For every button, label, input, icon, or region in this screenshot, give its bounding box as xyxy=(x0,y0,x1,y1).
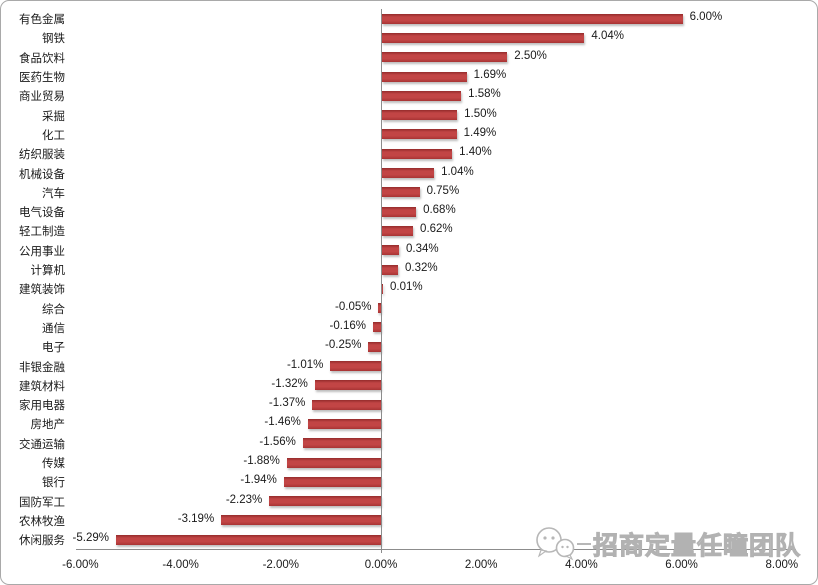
category-label: 综合 xyxy=(42,303,65,316)
category-label: 化工 xyxy=(42,129,65,142)
bar-银行 xyxy=(283,476,381,487)
category-label: 国防军工 xyxy=(19,496,65,509)
x-tick-label: 2.00% xyxy=(464,559,498,571)
value-label: 1.40% xyxy=(459,146,492,159)
bar-机械设备 xyxy=(382,168,435,179)
value-label: 2.50% xyxy=(514,49,547,62)
category-label: 交通运输 xyxy=(19,438,65,451)
value-label: 0.01% xyxy=(390,281,423,294)
x-tick-label: -6.00% xyxy=(62,559,99,571)
zero-axis-line xyxy=(381,9,382,553)
value-label: 1.04% xyxy=(441,165,474,178)
bar-电子 xyxy=(368,341,381,352)
category-label: 银行 xyxy=(42,477,65,490)
category-label: 食品饮料 xyxy=(19,52,65,65)
x-tick-label: -4.00% xyxy=(162,559,199,571)
x-axis-line xyxy=(76,549,796,550)
watermark-dash xyxy=(576,543,591,545)
value-label: 0.32% xyxy=(405,262,438,275)
bar-计算机 xyxy=(382,264,399,275)
bar-非银金融 xyxy=(330,361,381,372)
value-label: -3.19% xyxy=(177,512,215,525)
value-label: 1.69% xyxy=(473,69,507,82)
category-label: 机械设备 xyxy=(19,168,65,181)
category-label: 传媒 xyxy=(42,458,65,471)
bar-有色金属 xyxy=(382,13,683,24)
value-label: 1.50% xyxy=(464,107,497,120)
category-label: 休闲服务 xyxy=(19,535,65,548)
bar-建筑装饰 xyxy=(382,283,383,294)
value-label: 0.75% xyxy=(426,184,460,197)
category-label: 房地产 xyxy=(30,419,66,432)
value-label: 0.68% xyxy=(423,204,456,217)
value-label: 1.58% xyxy=(468,88,501,101)
bar-国防军工 xyxy=(269,496,381,507)
value-label: 1.49% xyxy=(463,126,497,139)
bar-公用事业 xyxy=(382,245,400,256)
value-label: -1.01% xyxy=(286,358,324,371)
value-label: 0.34% xyxy=(406,242,439,255)
value-label: -1.56% xyxy=(259,435,296,448)
bar-采掘 xyxy=(382,110,458,121)
category-label: 纺织服装 xyxy=(19,149,65,162)
category-label: 有色金属 xyxy=(19,14,65,27)
x-tick-label: 0.00% xyxy=(364,559,398,571)
category-label: 钢铁 xyxy=(42,33,65,46)
category-label: 建筑装饰 xyxy=(19,284,65,297)
bar-房地产 xyxy=(307,418,381,429)
category-label: 农林牧渔 xyxy=(19,515,65,528)
category-label: 通信 xyxy=(42,322,65,335)
x-tick-label: 4.00% xyxy=(565,559,598,571)
category-label: 建筑材料 xyxy=(19,380,65,393)
value-label: -2.23% xyxy=(225,493,263,506)
bar-农林牧渔 xyxy=(221,515,381,526)
bar-建筑材料 xyxy=(314,380,381,391)
watermark-text: 招商定量任瞳团队 xyxy=(592,532,801,561)
bar-食品饮料 xyxy=(382,52,508,63)
watermark: 招商定量任瞳团队 xyxy=(533,526,801,562)
category-label: 汽车 xyxy=(42,187,65,200)
value-label: -1.46% xyxy=(264,416,301,429)
x-tick-label: 6.00% xyxy=(665,559,698,571)
value-label: -1.37% xyxy=(268,397,306,410)
category-label: 电子 xyxy=(42,342,65,355)
bar-通信 xyxy=(372,322,381,333)
category-label: 医药生物 xyxy=(19,72,65,85)
x-tick-label: 8.00% xyxy=(765,559,799,571)
value-label: -1.32% xyxy=(271,377,308,390)
category-label: 电气设备 xyxy=(19,207,65,220)
bar-纺织服装 xyxy=(382,148,453,159)
value-label: -5.29% xyxy=(72,532,109,545)
value-label: 4.04% xyxy=(591,30,624,43)
category-label: 采掘 xyxy=(42,110,65,123)
bar-综合 xyxy=(378,303,381,314)
value-label: -0.25% xyxy=(325,339,362,352)
x-tick-label: -2.00% xyxy=(262,559,300,571)
category-label: 非银金融 xyxy=(19,361,65,374)
bar-钢铁 xyxy=(382,32,585,43)
category-label: 家用电器 xyxy=(19,400,65,413)
value-label: -0.16% xyxy=(329,319,366,332)
value-label: -1.88% xyxy=(243,455,280,468)
bar-医药生物 xyxy=(382,71,467,82)
bar-汽车 xyxy=(382,187,420,198)
value-label: 6.00% xyxy=(689,11,723,24)
bar-休闲服务 xyxy=(115,534,381,545)
wechat-logo-icon xyxy=(533,526,577,562)
bar-传媒 xyxy=(286,457,381,468)
bar-电气设备 xyxy=(382,206,417,217)
value-label: -0.05% xyxy=(335,300,372,313)
category-label: 公用事业 xyxy=(19,245,65,258)
bar-轻工制造 xyxy=(382,225,414,236)
value-label: 0.62% xyxy=(420,223,453,236)
category-label: 轻工制造 xyxy=(19,226,65,239)
bar-商业贸易 xyxy=(382,90,462,101)
category-label: 计算机 xyxy=(30,265,66,278)
bar-化工 xyxy=(382,129,457,140)
bar-交通运输 xyxy=(302,438,381,449)
category-label: 商业贸易 xyxy=(19,91,65,104)
bar-家用电器 xyxy=(312,399,381,410)
value-label: -1.94% xyxy=(240,474,277,487)
